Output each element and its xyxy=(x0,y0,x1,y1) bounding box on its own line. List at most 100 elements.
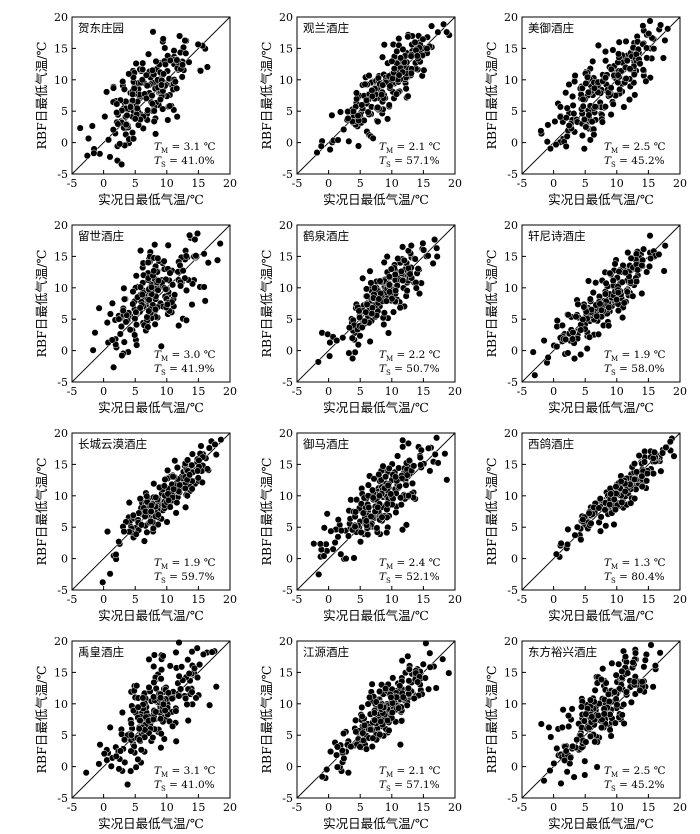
scatter-point xyxy=(132,59,140,68)
y-tick-label: 15 xyxy=(504,42,518,55)
scatter-point xyxy=(340,125,348,134)
scatter-point xyxy=(641,656,649,664)
panel-title: 留世酒庄 xyxy=(78,229,124,243)
scatter-point xyxy=(143,82,151,90)
scatter-point xyxy=(387,265,395,273)
y-tick-label: 0 xyxy=(61,761,68,774)
scatter-panel: -5 0 5 10 15 20 -5 0 5 10 15 20 轩尼诗酒庄 TM = 1.9 ℃TS = … xyxy=(484,219,687,415)
scatter-point xyxy=(145,655,153,663)
scatter-point xyxy=(157,744,165,752)
scatter-point xyxy=(378,53,387,61)
x-axis-label: 实况日最低气温/℃ xyxy=(548,608,654,623)
scatter-point xyxy=(607,111,615,119)
scatter-point xyxy=(172,737,180,745)
x-tick-label: 5 xyxy=(132,177,139,190)
point-series xyxy=(552,435,678,561)
stat-tm: TM = 2.2 ℃ xyxy=(379,349,441,363)
x-axis-label: 实况日最低气温/℃ xyxy=(98,608,204,623)
scatter-point xyxy=(129,511,137,519)
scatter-point xyxy=(345,137,353,145)
scatter-point xyxy=(419,239,427,247)
scatter-point xyxy=(559,706,567,714)
point-series xyxy=(89,229,224,371)
scatter-point xyxy=(546,767,554,775)
scatter-point xyxy=(323,765,331,774)
scatter-point xyxy=(143,492,151,500)
scatter-point xyxy=(375,492,384,500)
scatter-point xyxy=(150,480,158,488)
scatter-point xyxy=(162,285,170,293)
scatter-point xyxy=(404,652,412,660)
scatter-point xyxy=(150,267,158,275)
scatter-point xyxy=(163,518,171,526)
scatter-point xyxy=(203,465,211,473)
scatter-point xyxy=(89,346,97,354)
y-tick-label: 20 xyxy=(54,11,68,24)
scatter-point xyxy=(182,316,190,324)
scatter-point xyxy=(315,570,323,578)
scatter-point xyxy=(586,732,595,740)
panel-title: 长城云漠酒庄 xyxy=(78,437,147,451)
scatter-point xyxy=(149,734,157,742)
y-tick-label: 10 xyxy=(504,698,518,711)
scatter-point xyxy=(642,650,650,659)
y-tick-label: 10 xyxy=(279,490,293,503)
scatter-point xyxy=(431,236,439,244)
stat-ts: TS = 58.0% xyxy=(604,363,665,377)
scatter-point xyxy=(323,510,331,518)
scatter-point xyxy=(417,461,425,469)
scatter-point xyxy=(428,22,436,30)
scatter-point xyxy=(384,481,392,489)
scatter-point xyxy=(629,658,637,667)
scatter-point xyxy=(646,17,654,25)
scatter-point xyxy=(164,116,172,124)
scatter-point xyxy=(631,649,640,657)
scatter-point xyxy=(161,475,169,484)
scatter-point xyxy=(626,65,634,73)
scatter-point xyxy=(91,329,99,337)
scatter-point xyxy=(133,341,141,349)
scatter-point xyxy=(139,694,147,702)
x-tick-label: 10 xyxy=(610,385,624,398)
point-series xyxy=(529,232,669,379)
scatter-point xyxy=(337,550,345,558)
scatter-point xyxy=(404,684,412,692)
scatter-point xyxy=(389,674,397,682)
scatter-point xyxy=(583,73,592,81)
scatter-point xyxy=(591,686,599,694)
scatter-point xyxy=(624,249,632,257)
scatter-point xyxy=(127,731,135,739)
y-tick-label: 15 xyxy=(54,250,68,263)
stat-ts: TS = 52.1% xyxy=(379,571,440,585)
scatter-point xyxy=(125,70,133,78)
x-tick-label: 20 xyxy=(673,385,687,398)
scatter-point xyxy=(182,252,190,260)
scatter-point xyxy=(585,111,593,119)
scatter-point xyxy=(636,60,644,68)
scatter-point xyxy=(562,89,570,97)
scatter-panel: -5 0 5 10 15 20 -5 0 5 10 15 20 禹皇酒庄 TM = 3.1 ℃TS = 4… xyxy=(34,635,237,831)
y-tick-label: 20 xyxy=(54,427,68,440)
y-tick-label: 15 xyxy=(504,250,518,263)
scatter-point xyxy=(385,464,393,472)
scatter-point xyxy=(544,353,552,362)
scatter-point xyxy=(579,315,587,324)
scatter-point xyxy=(571,72,579,80)
y-tick-label: 15 xyxy=(54,458,68,471)
scatter-point xyxy=(134,703,142,711)
y-axis-label: RBF日最低气温/℃ xyxy=(259,666,274,774)
scatter-point xyxy=(166,503,174,511)
x-axis-label: 实况日最低气温/℃ xyxy=(323,608,429,623)
point-series xyxy=(313,20,453,157)
scatter-point xyxy=(605,697,613,706)
scatter-point xyxy=(424,444,433,452)
x-tick-label: 0 xyxy=(325,801,332,814)
scatter-point xyxy=(627,698,635,706)
scatter-point xyxy=(313,149,321,157)
y-tick-label: 15 xyxy=(279,250,293,263)
scatter-point xyxy=(333,763,341,771)
stat-ts: TS = 59.7% xyxy=(154,571,215,585)
scatter-point xyxy=(152,708,160,716)
scatter-point xyxy=(605,303,613,311)
